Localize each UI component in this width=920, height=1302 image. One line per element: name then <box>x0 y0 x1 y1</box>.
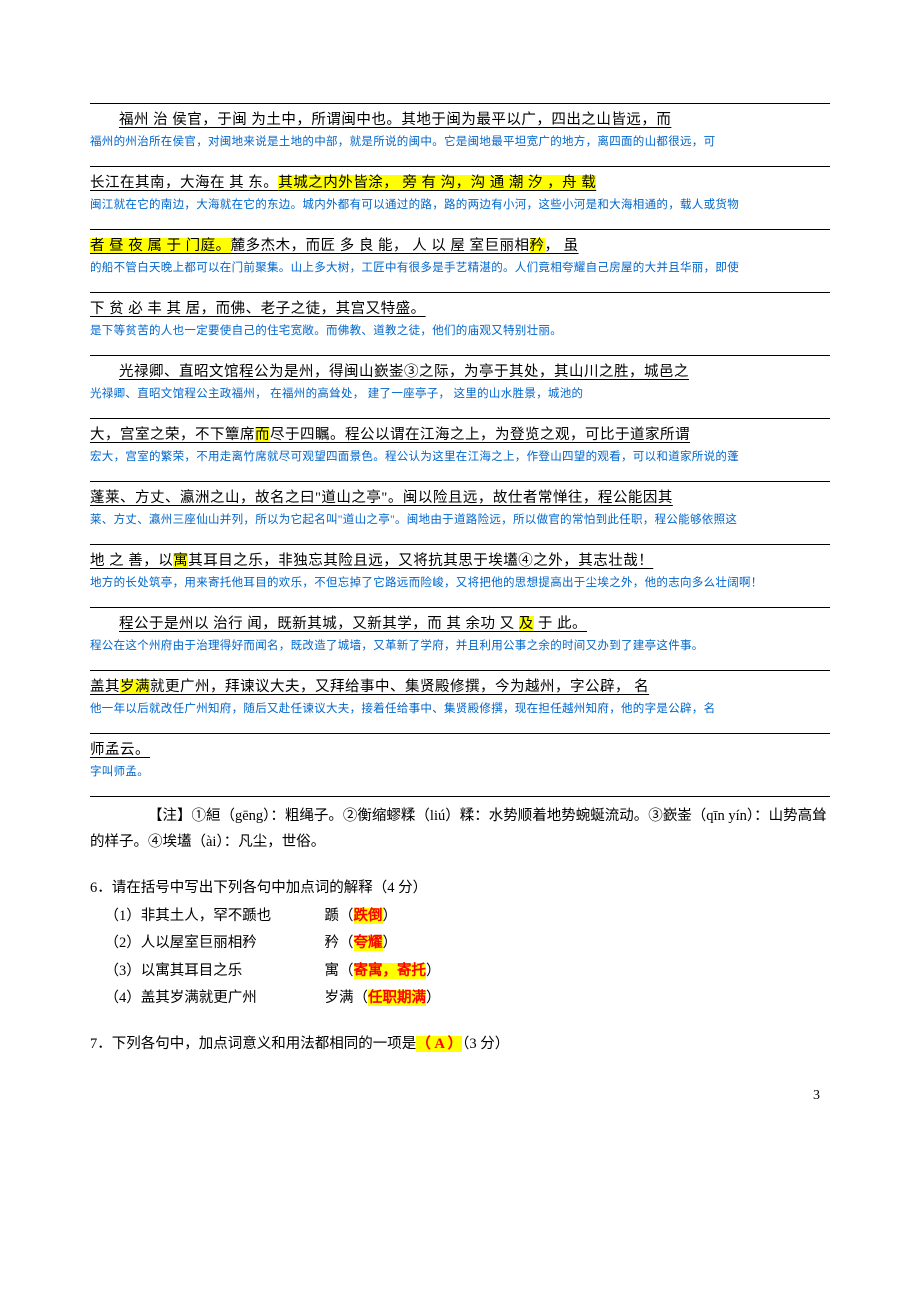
separator <box>90 732 830 734</box>
separator <box>90 606 830 608</box>
item-word: 岁满（ <box>325 990 369 1006</box>
classical-text-line: 长江在其南，大海在 其 东。其城之内外皆涂， 旁 有 沟，沟 通 潮 汐 ，舟 … <box>90 173 830 195</box>
question-6-item: （2）人以屋室巨丽相矜矜（夸耀） <box>105 930 831 958</box>
q7-stem-post: （3 分） <box>462 1036 509 1052</box>
item-answer: 寄寓，寄托 <box>354 963 427 979</box>
classical-text-line: 下 贫 必 丰 其 居，而佛、老子之徒，其宫又特盛。 <box>90 299 830 321</box>
separator <box>90 480 830 482</box>
separator <box>90 228 830 230</box>
classical-text-line: 光禄卿、直昭文馆程公为是州，得闽山嶔崟③之际，为亭于其处，其山川之胜，城邑之 <box>90 362 830 384</box>
item-answer: 任职期满 <box>368 990 426 1006</box>
separator <box>90 669 830 671</box>
translation-line: 他一年以后就改任广州知府，随后又赴任谏议大夫，接着任给事中、集贤殿修撰，现在担任… <box>90 701 830 718</box>
translation-line: 程公在这个州府由于治理得好而闻名，既改造了城墙，又革新了学府，并且利用公事之余的… <box>90 638 830 655</box>
classical-text-line: 福州 治 侯官，于闽 为土中，所谓闽中也。其地于闽为最平以广，四出之山皆远，而 <box>90 110 830 132</box>
spacer <box>90 1013 830 1027</box>
footnote: 【注】①絙（gēng）：粗绳子。②衡缩蟉糅（liú）糅：水势顺着地势蜿蜒流动。③… <box>90 803 830 855</box>
item-word: 寓（ <box>325 963 354 979</box>
question-6-item: （4）盖其岁满就更广州岁满（任职期满） <box>105 985 831 1013</box>
q7-stem-pre: 7．下列各句中，加点词意义和用法都相同的一项是 <box>90 1036 416 1052</box>
question-6-item: （3）以寓其耳目之乐寓（寄寓，寄托） <box>105 958 831 986</box>
item-close: ） <box>426 963 441 979</box>
translation-line: 是下等贫苦的人也一定要使自己的住宅宽敞。而佛教、道教之徒，他们的庙观又特别壮丽。 <box>90 323 830 340</box>
translation-line: 莱、方丈、瀛州三座仙山并列，所以为它起名叫"道山之亭"。闽地由于道路险远，所以做… <box>90 512 830 529</box>
separator <box>90 417 830 419</box>
separator <box>90 795 830 797</box>
translation-line: 的船不管白天晚上都可以在门前聚集。山上多大树，工匠中有很多是手艺精湛的。人们竟相… <box>90 260 830 277</box>
q7-answer: （ A ） <box>416 1036 462 1052</box>
item-text: （2）人以屋室巨丽相矜 <box>105 930 325 958</box>
translation-line: 光禄卿、直昭文馆程公主政福州， 在福州的高耸处， 建了一座亭子， 这里的山水胜景… <box>90 386 830 403</box>
page-number: 3 <box>90 1088 830 1104</box>
item-text: （3）以寓其耳目之乐 <box>105 958 325 986</box>
translation-line: 地方的长处筑亭，用来寄托他耳目的欢乐，不但忘掉了它路远而险峻，又将把他的思想提高… <box>90 575 830 592</box>
classical-text-line: 师孟云。 <box>90 740 830 762</box>
classical-text-line: 者 昼 夜 属 于 门庭。麓多杰木，而匠 多 良 能， 人 以 屋 室巨丽相矜，… <box>90 236 830 258</box>
item-word: 踬（ <box>325 908 354 924</box>
separator <box>90 354 830 356</box>
separator <box>90 165 830 167</box>
item-answer: 夸耀 <box>354 935 383 951</box>
translation-line: 福州的州治所在侯官，对闽地来说是土地的中部，就是所说的闽中。它是闽地最平坦宽广的… <box>90 134 830 151</box>
translation-line: 字叫师孟。 <box>90 764 830 781</box>
translation-line: 宏大，宫室的繁荣，不用走离竹席就尽可观望四面景色。程公认为这里在江海之上，作登山… <box>90 449 830 466</box>
item-text: （4）盖其岁满就更广州 <box>105 985 325 1013</box>
passage-container: 福州 治 侯官，于闽 为土中，所谓闽中也。其地于闽为最平以广，四出之山皆远，而福… <box>90 102 830 781</box>
translation-line: 闽江就在它的南边，大海就在它的东边。城内外都有可以通过的路，路的两边有小河，这些… <box>90 197 830 214</box>
item-text: （1）非其土人，罕不踬也 <box>105 903 325 931</box>
question-7: 7．下列各句中，加点词意义和用法都相同的一项是（ A ）（3 分） <box>90 1031 830 1059</box>
classical-text-line: 大，宫室之荣，不下簟席而尽于四瞩。程公以谓在江海之上，为登览之观，可比于道家所谓 <box>90 425 830 447</box>
item-close: ） <box>426 990 441 1006</box>
question-6-item: （1）非其土人，罕不踬也踬（跌倒） <box>105 903 831 931</box>
classical-text-line: 程公于是州以 治行 闻，既新其城，又新其学，而 其 余功 又 及 于 此。 <box>90 614 830 636</box>
document-page: 福州 治 侯官，于闽 为土中，所谓闽中也。其地于闽为最平以广，四出之山皆远，而福… <box>0 0 920 1144</box>
separator <box>90 291 830 293</box>
classical-text-line: 地 之 善，以寓其耳目之乐，非独忘其险且远，又将抗其思于埃壒④之外，其志壮哉！ <box>90 551 830 573</box>
item-close: ） <box>383 935 398 951</box>
item-word: 矜（ <box>325 935 354 951</box>
item-answer: 跌倒 <box>354 908 383 924</box>
question-6: 6．请在括号中写出下列各句中加点词的解释（4 分） <box>90 875 830 903</box>
classical-text-line: 盖其岁满就更广州，拜谏议大夫，又拜给事中、集贤殿修撰，今为越州，字公辟， 名 <box>90 677 830 699</box>
question-6-items: （1）非其土人，罕不踬也踬（跌倒）（2）人以屋室巨丽相矜矜（夸耀）（3）以寓其耳… <box>90 903 830 1013</box>
item-close: ） <box>383 908 398 924</box>
classical-text-line: 蓬莱、方丈、瀛洲之山，故名之曰"道山之亭"。闽以险且远，故仕者常惮往，程公能因其 <box>90 488 830 510</box>
separator <box>90 102 830 104</box>
separator <box>90 543 830 545</box>
